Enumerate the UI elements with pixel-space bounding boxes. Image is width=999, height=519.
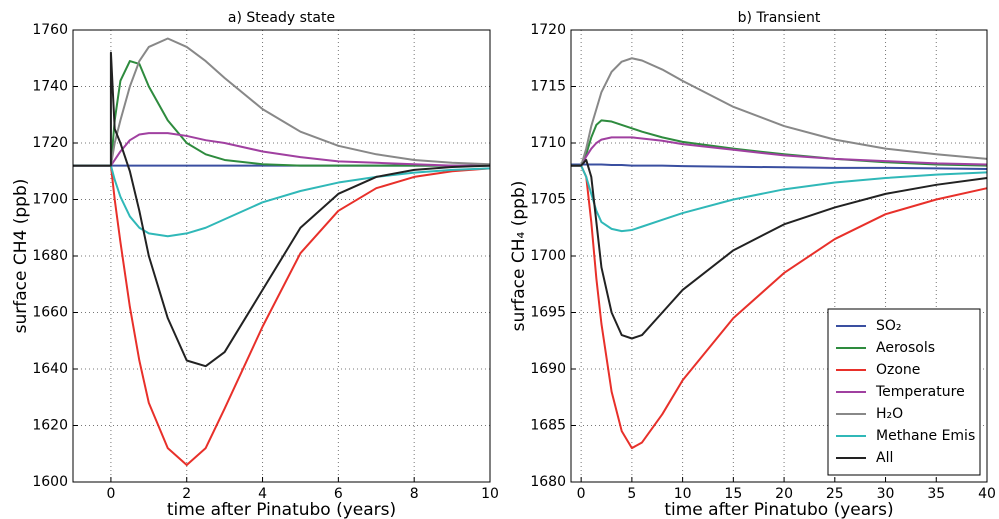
plot-frame: [570, 29, 988, 483]
legend-label: Ozone: [876, 362, 920, 378]
y-tick-label: 1600: [32, 474, 68, 490]
x-tick-label: 20: [775, 486, 793, 502]
x-tick-label: 0: [577, 486, 586, 502]
y-tick-label: 1760: [32, 22, 68, 38]
x-tick-label: 35: [927, 486, 945, 502]
series-line: [571, 164, 988, 450]
legend-label: H₂O: [876, 406, 903, 422]
y-tick-label: 1740: [32, 79, 68, 95]
x-tick-label: 5: [627, 486, 636, 502]
legend-label: SO₂: [876, 318, 902, 334]
legend-label: Aerosols: [876, 340, 935, 356]
y-tick-label: 1700: [32, 192, 68, 208]
x-axis-label: time after Pinatubo (years): [167, 500, 396, 519]
y-tick-label: 1710: [530, 135, 566, 151]
series-line: [571, 164, 988, 233]
y-axis-label: surface CH₄ (ppb): [509, 181, 529, 332]
x-tick-label: 30: [877, 486, 895, 502]
x-tick-label: 4: [258, 486, 267, 502]
y-tick-label: 1680: [32, 248, 68, 264]
series-line: [571, 57, 988, 167]
y-axis-label: surface CH4 (ppb): [11, 179, 31, 334]
y-tick-label: 1685: [530, 418, 566, 434]
series-line: [571, 136, 988, 167]
plot: 0 2 4 6 8 10 1600 1620 1640 1660 1680 1700 1720 1740 1…: [11, 10, 499, 519]
y-tick-label: 1715: [530, 79, 566, 95]
series-line: [73, 164, 491, 467]
series-line: [73, 60, 490, 167]
legend-label: Methane Emis: [876, 428, 975, 444]
series-line: [73, 51, 491, 368]
legend-label: All: [876, 450, 893, 466]
series-line: [571, 158, 988, 340]
y-tick-label: 1695: [530, 305, 566, 321]
x-tick-label: 40: [978, 486, 996, 502]
y-tick-label: 1705: [530, 192, 566, 208]
y-tick-label: 1700: [530, 248, 566, 264]
plot: 0 5 10 15 20 25 30 35 40 1680 1685 1690 1695 1700 1705…: [509, 10, 996, 519]
x-tick-label: 8: [410, 486, 419, 502]
series-line: [571, 163, 988, 170]
x-tick-label: 10: [674, 486, 692, 502]
y-tick-label: 1660: [32, 305, 68, 321]
y-tick-label: 1720: [530, 22, 566, 38]
x-tick-label: 10: [481, 486, 499, 502]
series-line: [73, 132, 490, 167]
x-axis-label: time after Pinatubo (years): [664, 500, 893, 519]
x-tick-label: 25: [826, 486, 844, 502]
legend-label: Temperature: [875, 384, 965, 400]
x-tick-label: 0: [106, 486, 115, 502]
x-tick-label: 6: [334, 486, 343, 502]
y-tick-label: 1720: [32, 135, 68, 151]
chart-title: a) Steady state: [228, 10, 335, 26]
series-line: [73, 37, 491, 167]
plot-frame: [72, 29, 491, 483]
y-tick-label: 1620: [32, 418, 68, 434]
y-tick-label: 1640: [32, 361, 68, 377]
x-tick-label: 15: [724, 486, 742, 502]
chart-title: b) Transient: [738, 10, 821, 26]
x-tick-label: 2: [182, 486, 191, 502]
series-line: [73, 164, 491, 238]
y-tick-label: 1690: [530, 361, 566, 377]
y-tick-label: 1680: [530, 474, 566, 490]
